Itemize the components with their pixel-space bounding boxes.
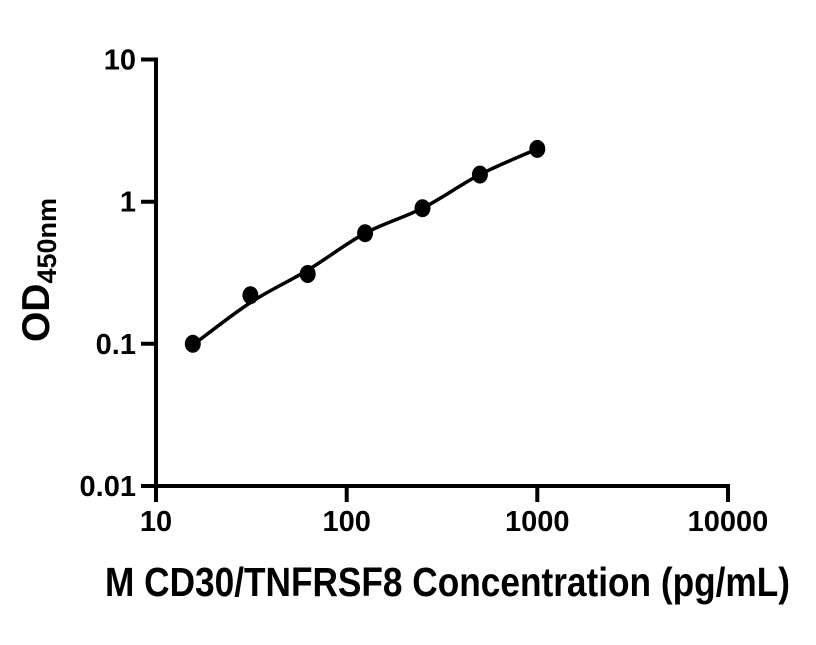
x-axis-title: M CD30/TNFRSF8 Concentration (pg/mL)	[105, 559, 790, 605]
x-tick-label: 10	[140, 506, 172, 538]
y-tick-label: 0.1	[96, 329, 136, 361]
y-axis-title-main: OD	[15, 284, 58, 343]
data-point-marker	[357, 224, 374, 243]
y-tick-label: 1	[120, 187, 136, 219]
y-tick-label: 10	[104, 45, 136, 77]
x-tick-label: 1000	[505, 506, 570, 538]
data-point-marker	[471, 165, 488, 184]
x-tick-label: 100	[323, 506, 371, 538]
data-point-marker	[184, 334, 201, 353]
y-axis-title-sub: 450nm	[32, 198, 62, 284]
y-tick-label: 0.01	[80, 471, 136, 503]
x-tick-label: 10000	[688, 506, 769, 538]
data-point-marker	[529, 139, 546, 158]
data-point-marker	[299, 265, 316, 283]
data-point-marker	[242, 286, 259, 305]
data-point-marker	[414, 199, 431, 218]
y-axis-title: OD450nm	[15, 198, 62, 342]
